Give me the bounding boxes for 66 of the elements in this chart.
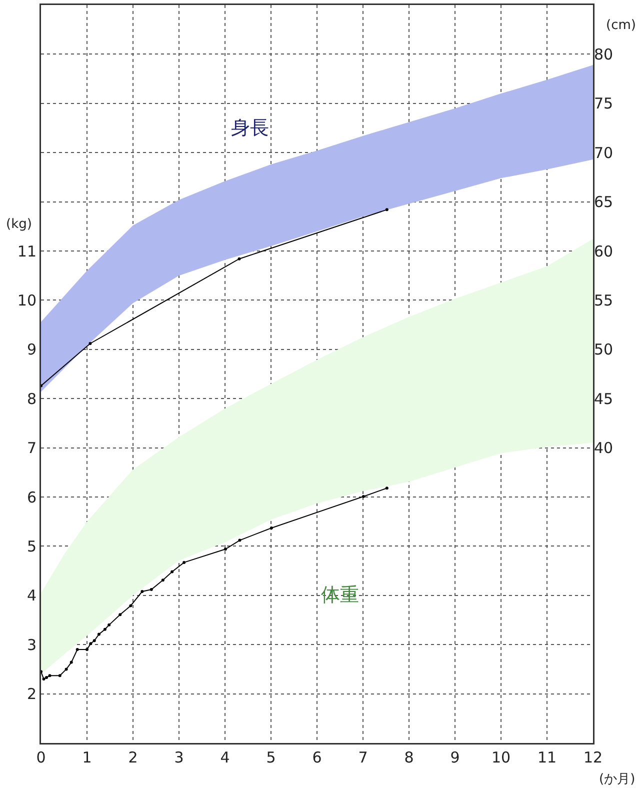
y2-tick-label: 50 [594, 340, 614, 359]
point [140, 590, 144, 593]
point [42, 678, 46, 681]
x-tick-label: 6 [312, 748, 322, 766]
x-tick-label: 8 [404, 748, 414, 766]
y2-tick-label: 40 [594, 439, 614, 458]
x-tick-label: 4 [220, 748, 230, 766]
point [170, 570, 174, 574]
point [224, 548, 227, 551]
x-tick-label: 0 [36, 748, 46, 766]
point [64, 668, 68, 671]
x-tick-label: 10 [491, 748, 511, 766]
point [238, 257, 241, 260]
y-tick-label: 5 [26, 537, 36, 556]
point [89, 642, 92, 646]
point [238, 538, 242, 542]
annotation: 身長 [231, 117, 269, 139]
y-axis-title: (kg) [6, 217, 32, 232]
y-tick-label: 11 [17, 242, 36, 260]
y-tick-label: 7 [26, 439, 36, 458]
y-tick-label: 6 [26, 488, 36, 506]
point [150, 588, 153, 591]
y2-tick-label: 75 [594, 94, 614, 113]
y2-axis-title: (cm) [606, 18, 636, 33]
y2-tick-label: 55 [594, 291, 614, 310]
y-tick-label: 8 [26, 390, 36, 408]
x-tick-label: 9 [450, 748, 460, 766]
point [70, 660, 73, 664]
point [129, 604, 132, 608]
y2-tick-label: 45 [594, 390, 614, 408]
x-tick-label: 2 [128, 748, 138, 766]
y-tick-label: 9 [26, 340, 36, 359]
y-tick-label: 3 [26, 636, 36, 654]
point [161, 578, 164, 582]
point [45, 676, 48, 680]
line-series [41, 208, 388, 388]
point [385, 208, 388, 212]
line-series [41, 486, 388, 681]
point [385, 486, 388, 490]
point [362, 495, 365, 498]
y-tick-label: 2 [26, 685, 36, 704]
point [48, 674, 52, 678]
x-tick-label: 3 [174, 748, 184, 766]
x-axis-title: (か月) [599, 772, 636, 787]
x-tick-label: 12 [583, 748, 603, 766]
point [108, 623, 111, 626]
y2-tick-label: 80 [594, 45, 614, 64]
x-tick-label: 11 [537, 748, 557, 766]
point [270, 526, 273, 530]
y-tick-label: 4 [26, 586, 36, 605]
y-tick-label: 10 [17, 291, 36, 310]
y2-tick-label: 60 [594, 242, 614, 260]
point [182, 560, 186, 564]
y2-tick-label: 70 [594, 144, 614, 162]
point [97, 632, 100, 636]
point [88, 342, 92, 345]
point [58, 674, 62, 678]
x-tick-label: 1 [82, 748, 92, 766]
point [103, 628, 106, 631]
point [92, 639, 96, 642]
y2-tick-label: 65 [594, 193, 614, 212]
x-tick-label: 5 [266, 748, 276, 766]
point [118, 613, 122, 616]
x-tick-label: 7 [358, 748, 368, 766]
point [76, 648, 79, 652]
annotation: 体重 [321, 584, 359, 606]
